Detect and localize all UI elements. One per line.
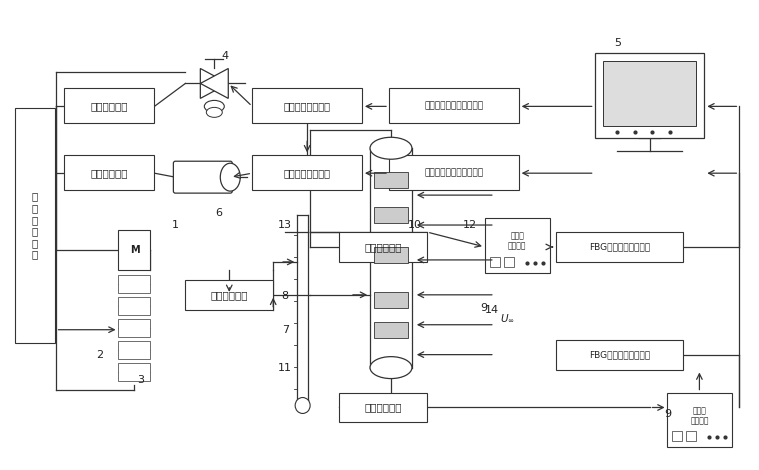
Text: 9: 9 — [480, 303, 487, 313]
FancyBboxPatch shape — [14, 109, 55, 343]
Text: 判断压力所属的不同等级: 判断压力所属的不同等级 — [424, 168, 483, 177]
Bar — [672, 431, 682, 441]
Bar — [374, 247, 408, 263]
Ellipse shape — [204, 101, 225, 112]
FancyBboxPatch shape — [118, 230, 150, 270]
Text: 常
压
流
体
输
入: 常 压 流 体 输 入 — [32, 192, 38, 259]
FancyBboxPatch shape — [118, 341, 150, 359]
Text: 压力信号输入: 压力信号输入 — [364, 242, 402, 252]
Ellipse shape — [370, 357, 412, 378]
Text: 变压流体输入: 变压流体输入 — [210, 290, 248, 300]
FancyBboxPatch shape — [594, 53, 704, 138]
Text: 4: 4 — [222, 51, 229, 61]
Polygon shape — [200, 69, 228, 98]
FancyBboxPatch shape — [667, 392, 732, 447]
FancyBboxPatch shape — [173, 161, 232, 193]
Text: 频率二次调控: 频率二次调控 — [90, 168, 128, 178]
Text: 判断是否达到应变预警值: 判断是否达到应变预警值 — [424, 102, 483, 110]
Text: 2: 2 — [96, 350, 103, 360]
Text: FBG压力预警信号输入: FBG压力预警信号输入 — [589, 243, 650, 251]
FancyBboxPatch shape — [556, 232, 683, 262]
Text: 应变信号输入: 应变信号输入 — [364, 402, 402, 413]
Text: FBG应变预警信号输入: FBG应变预警信号输入 — [589, 350, 650, 359]
Text: 10: 10 — [408, 220, 422, 230]
Bar — [374, 292, 408, 308]
Bar — [504, 257, 514, 267]
FancyBboxPatch shape — [339, 232, 427, 262]
FancyBboxPatch shape — [389, 155, 518, 190]
Polygon shape — [200, 69, 228, 98]
FancyBboxPatch shape — [64, 88, 154, 123]
Text: 11: 11 — [278, 363, 292, 373]
Bar — [374, 172, 408, 188]
Text: 6: 6 — [215, 208, 222, 218]
FancyBboxPatch shape — [556, 340, 683, 369]
Text: 12: 12 — [463, 220, 477, 230]
Text: 开关控制指令输入: 开关控制指令输入 — [284, 101, 331, 111]
Text: 5: 5 — [614, 38, 621, 47]
Text: 光纤光
栅解调仪: 光纤光 栅解调仪 — [508, 231, 527, 251]
FancyBboxPatch shape — [118, 297, 150, 315]
FancyBboxPatch shape — [485, 218, 550, 273]
FancyBboxPatch shape — [118, 363, 150, 381]
Text: 9: 9 — [664, 409, 671, 419]
Text: 变压调节指令输入: 变压调节指令输入 — [284, 168, 331, 178]
Ellipse shape — [220, 163, 241, 191]
FancyBboxPatch shape — [389, 88, 518, 123]
Text: 13: 13 — [278, 220, 292, 230]
Text: 光纤光
栅解调仪: 光纤光 栅解调仪 — [691, 406, 709, 425]
Bar — [686, 431, 697, 441]
FancyBboxPatch shape — [118, 275, 150, 293]
FancyBboxPatch shape — [603, 61, 697, 126]
FancyBboxPatch shape — [252, 155, 362, 190]
Ellipse shape — [370, 137, 412, 159]
Text: 开启高压水泵: 开启高压水泵 — [90, 101, 128, 111]
Text: 1: 1 — [172, 220, 179, 230]
FancyBboxPatch shape — [185, 280, 273, 310]
FancyBboxPatch shape — [252, 88, 362, 123]
FancyBboxPatch shape — [118, 319, 150, 337]
Text: 3: 3 — [137, 375, 144, 384]
Bar — [490, 257, 499, 267]
Text: 8: 8 — [282, 291, 288, 301]
Bar — [374, 322, 408, 338]
Ellipse shape — [206, 107, 222, 118]
Text: M: M — [130, 245, 139, 255]
Text: 7: 7 — [282, 325, 288, 335]
Text: $U_\infty$: $U_\infty$ — [499, 312, 515, 324]
Text: 14: 14 — [485, 305, 499, 315]
Bar — [374, 207, 408, 223]
FancyBboxPatch shape — [339, 392, 427, 423]
Ellipse shape — [295, 398, 310, 414]
FancyBboxPatch shape — [64, 155, 154, 190]
